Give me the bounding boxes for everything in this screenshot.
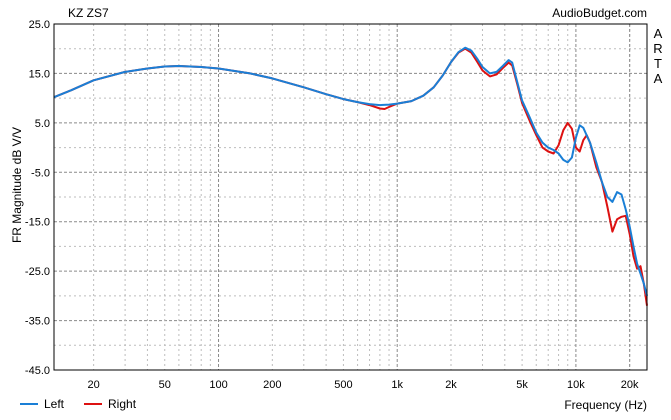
legend: Left Right <box>20 397 150 411</box>
x-tick-labels: 20 50 100 200 500 1k 2k 5k 10k 20k <box>88 379 640 391</box>
x-tick-label: 1k <box>391 379 403 391</box>
y-tick-label: 25.0 <box>29 19 50 31</box>
y-tick-label: -15.0 <box>25 217 50 229</box>
x-axis-label: Frequency (Hz) <box>564 398 647 412</box>
x-tick-label: 20k <box>621 379 639 391</box>
x-tick-label: 20 <box>88 379 100 391</box>
series-line-right <box>53 47 648 306</box>
legend-swatch-right <box>84 403 103 405</box>
x-tick-label: 100 <box>209 379 227 391</box>
y-tick-labels: 25.0 15.0 5.0 -5.0 -15.0 -25.0 -35.0 -45.0 <box>25 19 50 377</box>
x-tick-label: 10k <box>567 379 585 391</box>
legend-swatch-left <box>20 403 38 405</box>
y-tick-label: 5.0 <box>35 118 50 130</box>
watermark-letter: T <box>654 56 662 71</box>
y-tick-label: -45.0 <box>25 365 50 377</box>
y-tick-label: 15.0 <box>29 68 50 80</box>
watermark-letter: R <box>653 41 663 56</box>
brand-label: AudioBudget.com <box>552 6 647 20</box>
chart-title: KZ ZS7 <box>68 6 109 20</box>
watermark-letter: A <box>653 71 663 86</box>
y-tick-label: -25.0 <box>25 266 50 278</box>
y-axis-label: FR Magnitude dB V/V <box>10 126 24 244</box>
legend-label-left: Left <box>44 397 65 411</box>
plot-frame <box>53 23 648 371</box>
series-lines <box>53 46 648 306</box>
y-tick-label: -35.0 <box>25 316 50 328</box>
watermark-letter: A <box>653 26 663 41</box>
legend-label-right: Right <box>108 397 137 411</box>
legend-item-right: Right <box>84 397 136 411</box>
x-tick-label: 2k <box>445 379 457 391</box>
x-tick-label: 200 <box>263 379 281 391</box>
x-tick-label: 5k <box>516 379 528 391</box>
x-tick-label: 50 <box>159 379 171 391</box>
series-line-left <box>53 46 648 297</box>
grid-lines <box>54 23 647 371</box>
x-tick-label: 500 <box>334 379 352 391</box>
legend-item-left: Left <box>20 397 64 411</box>
y-tick-label: -5.0 <box>31 167 50 179</box>
